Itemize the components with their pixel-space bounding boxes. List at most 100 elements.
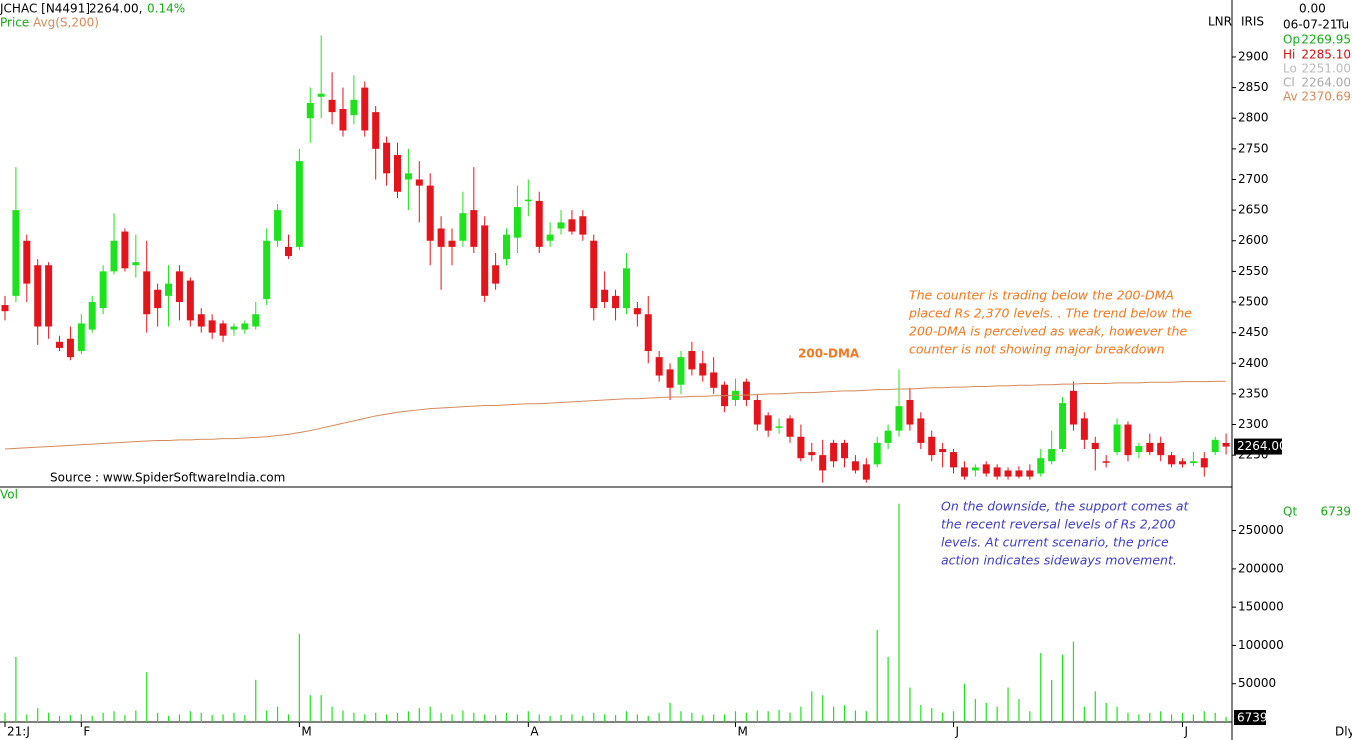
candle-body: [917, 418, 925, 443]
hi-label: Hi: [1283, 48, 1295, 62]
volume-bar: [1127, 712, 1129, 722]
volume-bar: [1051, 679, 1053, 722]
volume-bar: [407, 711, 409, 722]
candle-body: [132, 262, 140, 266]
volume-bar: [396, 712, 399, 722]
candle-body: [601, 289, 609, 303]
candle-body: [546, 234, 554, 241]
volume-bar: [1072, 641, 1075, 722]
candle-body: [219, 323, 227, 336]
volume-bar: [604, 714, 606, 722]
volume-bar: [898, 503, 900, 722]
volume-bar: [942, 712, 944, 722]
volume-bar: [833, 706, 835, 722]
volume-bar: [1225, 716, 1227, 722]
x-tick-label: A: [530, 725, 539, 739]
volume-bar: [647, 715, 649, 722]
volume-bar: [1116, 706, 1118, 722]
candle-body: [263, 240, 271, 299]
volume-bar: [473, 712, 475, 722]
candle-body: [841, 442, 849, 459]
y-tick-label: 2850: [1238, 80, 1269, 94]
candle-body: [1069, 390, 1077, 425]
volume-bar: [865, 711, 867, 722]
volume-bar: [822, 695, 824, 722]
volume-bar: [505, 712, 508, 722]
volume-bar: [713, 714, 715, 722]
annotation: placed Rs 2,370 levels. . The trend belo…: [908, 306, 1192, 321]
volume-bar: [58, 715, 61, 722]
volume-bar: [527, 711, 529, 722]
volume-bar: [1040, 653, 1042, 722]
volume-bar: [636, 714, 638, 722]
candle-body: [928, 436, 936, 456]
candle-body: [56, 341, 64, 348]
volume-bar: [1170, 714, 1173, 722]
volume-bar: [571, 714, 573, 722]
volume-bar: [26, 714, 28, 722]
candle-body: [764, 415, 772, 431]
volume-bar: [920, 705, 922, 722]
y-tick-label: 50000: [1238, 676, 1276, 690]
candle-body: [143, 271, 151, 315]
candle-body: [579, 216, 587, 235]
last-volume-box: [1234, 710, 1266, 725]
change: 0.14%: [147, 2, 185, 16]
annotation: levels. At current scenario, the price: [941, 535, 1169, 550]
source: Source : www.SpiderSoftwareIndia.com: [50, 471, 285, 485]
volume-bar: [516, 714, 519, 722]
volume-bar: [985, 702, 987, 722]
volume-bar: [1160, 711, 1162, 722]
volume-bar: [1018, 699, 1020, 722]
iris: IRIS: [1241, 15, 1264, 29]
volume-bar: [255, 679, 257, 722]
volume-bar: [1061, 654, 1064, 722]
candle-body: [535, 200, 543, 247]
candle-body: [622, 268, 630, 309]
volume-bar: [963, 683, 966, 722]
volume-bar: [146, 672, 148, 722]
zero: 0.00: [1299, 2, 1326, 16]
volume-bar: [462, 710, 464, 722]
vol-label: Vol: [0, 488, 18, 502]
candle-body: [77, 323, 85, 352]
volume-bar: [48, 712, 50, 722]
candle-body: [274, 210, 282, 241]
candle-body: [393, 154, 401, 192]
annotation: action indicates sideways movement.: [941, 553, 1177, 568]
x-tick-label: F: [83, 725, 90, 739]
volume-bar: [800, 706, 802, 722]
volume-bar: [669, 702, 671, 722]
volume-bar: [560, 715, 562, 722]
volume-bar: [1203, 711, 1205, 722]
volume-bar: [287, 714, 290, 722]
candle-body: [808, 452, 816, 456]
candle-body: [797, 436, 805, 459]
volume-bar: [451, 714, 453, 722]
volume-bar: [189, 711, 191, 722]
candle-body: [404, 173, 412, 180]
y-tick-label: 2500: [1238, 295, 1269, 309]
volume-bar: [778, 709, 780, 722]
volume-bar: [1138, 714, 1140, 722]
y-tick-label: 2750: [1238, 141, 1269, 155]
x-tick-label: J: [1183, 725, 1188, 739]
candle-body: [830, 442, 838, 462]
y-tick-label: 2550: [1238, 264, 1269, 278]
volume-bar: [843, 705, 846, 722]
candle-body: [208, 320, 216, 333]
y-tick-label: 2350: [1238, 386, 1269, 400]
volume-bar: [996, 706, 998, 722]
op-label: Op: [1283, 33, 1300, 47]
annotation: On the downside, the support comes at: [941, 499, 1189, 514]
cl: 2264.00: [1301, 76, 1351, 90]
volume-bar: [331, 706, 333, 722]
volume-bar: [767, 711, 769, 722]
candle-body: [99, 271, 107, 309]
volume-bar: [91, 715, 93, 722]
candle-body: [186, 280, 194, 321]
volume-bar: [124, 715, 126, 722]
volume-bar: [342, 710, 344, 722]
candle-body: [459, 213, 467, 241]
